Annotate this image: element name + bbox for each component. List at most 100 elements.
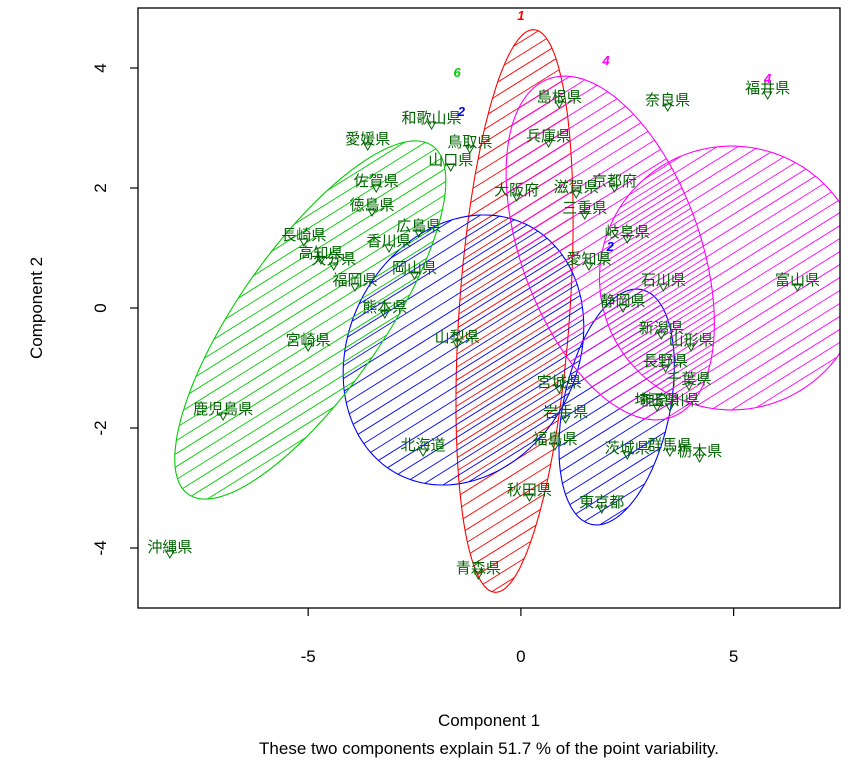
hatch-line [506,139,715,353]
point-label: 熊本県 [362,298,407,316]
cluster-2-outline [558,288,675,526]
hatch-line [603,198,840,361]
hatch-line [558,362,675,513]
data-point: 岐阜県 [605,223,650,245]
point-label: 大分県 [311,250,356,268]
point-label: 三重県 [562,199,607,217]
hatch-line [343,215,539,337]
point-label: 茨城県 [605,439,650,457]
data-point: 長野県 [643,352,688,374]
hatch-line [456,127,574,449]
point-label: 静岡県 [601,292,646,310]
data-point: 佐賀県 [354,172,399,194]
data-point: 群馬県 [647,436,692,458]
hatch-line [456,192,574,514]
hatch-line [558,353,675,503]
point-marker [218,412,228,422]
data-point: 熊本県 [362,298,407,320]
point-marker [303,343,314,353]
point-label: 岐阜県 [605,223,650,241]
hatch-line [174,140,446,387]
hatch-line [520,270,715,420]
x-tick-label: 5 [729,647,738,666]
point-label: 香川県 [367,232,412,250]
data-point: 岡山県 [392,259,437,281]
y-axis: -4 -2 0 2 4 [91,63,138,556]
point-label: 福井県 [745,79,790,97]
point-label: 宮崎県 [286,331,331,349]
data-point: 鳥取県 [447,133,492,155]
hatch-line [599,146,804,268]
point-marker [362,142,373,152]
data-point: 広島県 [396,217,441,239]
point-label: 岩手県 [543,403,588,421]
point-label: 徳島県 [349,196,394,214]
hatch-line [343,249,584,421]
data-point: 山口県 [428,151,473,173]
hatch-line [174,222,446,471]
hatch-line [174,176,446,424]
point-label: 秋田県 [507,481,552,499]
cluster-4-outline [598,145,840,411]
y-tick-label: -2 [91,420,110,435]
data-point: 鹿児島県 [193,400,253,422]
point-marker [554,385,565,395]
hatch-line [599,146,792,249]
data-point: 長崎県 [281,226,326,248]
point-label: 北海道 [401,436,446,454]
point-label: 神奈川県 [640,391,700,409]
point-marker [371,184,382,194]
hatch-line [382,352,584,485]
hatch-line [599,146,827,305]
hatch-line [667,301,840,410]
hatch-line [343,215,544,346]
hatch-line [370,333,584,485]
point-marker [609,184,620,194]
cluster-2-label: 2 [606,239,615,254]
point-marker [473,571,484,581]
point-label: 鹿児島県 [193,400,253,418]
hatch-line [456,118,574,440]
point-label: 千葉県 [666,370,711,388]
data-point: 北海道 [401,436,446,458]
hatch-line [376,343,584,485]
hatch-line [599,146,798,259]
point-label: 長崎県 [281,226,326,244]
hatch-line [174,213,446,461]
data-point: 兵庫県 [526,127,571,149]
point-label: 沖縄県 [147,538,192,556]
data-point: 奈良県 [645,91,690,113]
hatch-line [599,180,840,342]
point-label: 佐賀県 [354,172,399,190]
point-marker [554,100,565,110]
point-label: 石川県 [641,271,686,289]
hatch-line [509,251,715,420]
point-marker [662,103,673,113]
point-marker [316,256,326,266]
point-label: 高知県 [298,244,343,262]
hatch-line [515,261,715,420]
data-point: 香川県 [367,232,412,254]
point-marker [658,283,669,293]
point-label: 東京都 [579,493,624,511]
hatch-line [174,166,446,415]
x-axis: -5 0 5 [301,608,738,666]
cluster-6-outline [174,140,447,500]
point-label: 福岡県 [332,271,377,289]
hatch-line [352,305,584,477]
hatch-line [506,76,704,232]
data-point: 千葉県 [666,370,711,392]
point-label: 鳥取県 [447,133,492,151]
hatch-line [456,137,574,458]
point-marker [664,403,675,413]
hatch-line [558,334,675,485]
hatch-line [456,109,574,430]
data-point: 島根県 [537,88,582,110]
hatch-line [174,232,446,480]
hatch-line [599,146,821,296]
point-marker [511,193,522,203]
point-label: 福島県 [532,430,577,448]
hatch-line [343,215,562,374]
point-label: 宮城県 [537,373,582,391]
